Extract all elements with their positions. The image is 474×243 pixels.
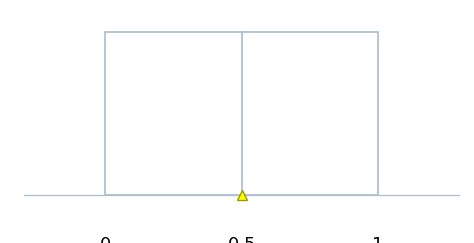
- Text: 0.5: 0.5: [228, 236, 256, 243]
- Text: 1: 1: [373, 236, 383, 243]
- Bar: [105, 32, 378, 195]
- Text: 0: 0: [100, 236, 111, 243]
